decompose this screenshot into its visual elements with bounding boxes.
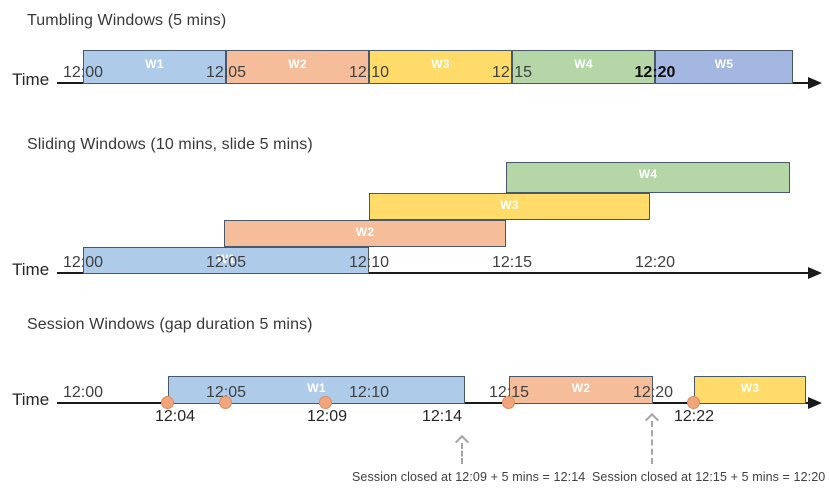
window-w3: W3 (369, 193, 650, 220)
tick-label: 12:00 (62, 64, 104, 81)
window-label: W2 (355, 225, 375, 239)
window-w3: W3 (694, 376, 806, 404)
section-title: Session Windows (gap duration 5 mins) (27, 316, 313, 333)
window-label: W1 (216, 252, 236, 266)
tick-label: 12:00 (62, 254, 104, 271)
section-title: Sliding Windows (10 mins, slide 5 mins) (27, 136, 313, 153)
window-label: W2 (571, 381, 591, 395)
event-dot (687, 396, 700, 409)
window-w4: W4 (506, 162, 790, 193)
tick-label: 12:15 (491, 254, 533, 271)
tick-label: 12:10 (348, 384, 390, 401)
window-label: W3 (431, 57, 450, 71)
window-w1: W1 (168, 376, 465, 404)
tick-label: 12:15 (488, 384, 530, 401)
window-w4: W4 (512, 50, 655, 84)
event-time-label: 12:09 (306, 408, 348, 425)
window-w1: W1 (83, 50, 226, 84)
dashed-up-arrow-icon (644, 412, 660, 464)
arrow-line (651, 421, 653, 464)
time-axis-label: Time (12, 390, 50, 409)
dashed-up-arrow-icon (454, 434, 470, 464)
axis-arrowhead-icon (808, 267, 822, 279)
tick-label: 12:20 (634, 254, 676, 271)
window-w3: W3 (369, 50, 512, 84)
tick-label: 12:20 (632, 384, 674, 401)
arrow-line (461, 443, 463, 464)
tick-label: 12:00 (62, 384, 104, 401)
session-closed-annotation: Session closed at 12:15 + 5 mins = 12:20 (592, 470, 826, 484)
time-axis-label: Time (12, 260, 50, 279)
event-time-label: 12:22 (673, 408, 715, 425)
time-axis-label: Time (12, 70, 50, 89)
tick-label: 12:05 (205, 64, 247, 81)
event-time-label: 12:14 (421, 408, 463, 425)
window-label: W3 (740, 381, 760, 395)
window-label: W4 (638, 167, 658, 181)
window-label: W3 (500, 198, 519, 212)
tick-label: 12:05 (205, 254, 247, 271)
event-dot (219, 396, 232, 409)
section-title: Tumbling Windows (5 mins) (27, 12, 227, 29)
session-closed-annotation: Session closed at 12:09 + 5 mins = 12:14 (352, 470, 586, 484)
tick-label: 12:15 (491, 64, 533, 81)
arrow-head-icon (644, 412, 660, 428)
event-dot (161, 396, 174, 409)
window-w2: W2 (226, 50, 369, 84)
window-label: W1 (145, 57, 164, 71)
event-dot (502, 396, 515, 409)
tick-label: 12:10 (348, 254, 390, 271)
window-label: W4 (574, 57, 593, 71)
window-label: W5 (714, 57, 734, 71)
window-label: W2 (288, 57, 307, 71)
event-time-label: 12:04 (154, 408, 196, 425)
axis-arrowhead-icon (808, 77, 822, 89)
arrow-head-icon (454, 434, 470, 450)
tick-label: 12:10 (348, 64, 390, 81)
window-w5: W5 (655, 50, 793, 84)
window-label: W1 (307, 381, 326, 395)
window-w1: W1 (83, 247, 369, 274)
tick-label: 12:05 (205, 384, 247, 401)
timeline-axis (57, 267, 822, 279)
event-dot (319, 396, 332, 409)
window-w2: W2 (509, 376, 653, 404)
axis-arrowhead-icon (808, 397, 822, 409)
window-w2: W2 (224, 220, 506, 247)
tick-label: 12:20 (634, 64, 676, 81)
